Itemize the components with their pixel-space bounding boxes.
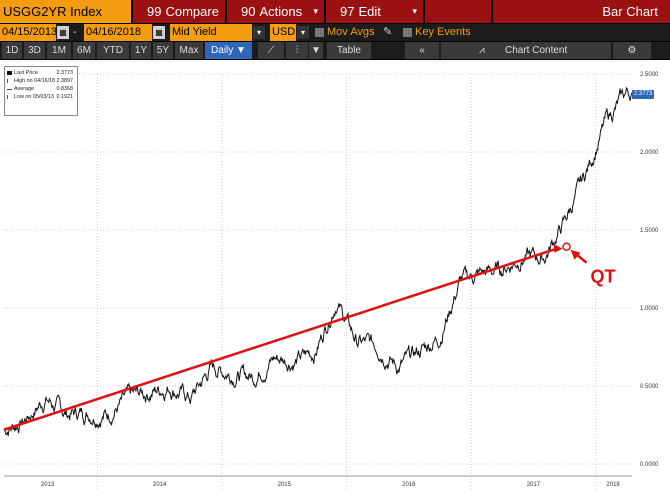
y-tick-label: 1.5000	[640, 228, 659, 234]
field-dropdown-icon[interactable]: ▾	[253, 26, 265, 39]
frequency-select[interactable]: Daily ▼	[205, 42, 252, 59]
y-axis: 2.5000 2.0000 1.5000 1.0000 0.5000 0.0000	[640, 72, 659, 468]
start-date-input[interactable]: 04/15/2013	[0, 24, 57, 41]
key-events-checkbox[interactable]	[403, 28, 412, 37]
calendar-icon[interactable]: ▦	[57, 26, 69, 39]
legend-swatch	[7, 79, 8, 83]
chart-content-button[interactable]: ⩘ Chart Content	[441, 42, 611, 59]
calendar-icon[interactable]: ▦	[153, 26, 165, 39]
x-tick-label: 2013	[41, 482, 55, 488]
key-events-label[interactable]: Key Events	[415, 26, 471, 38]
x-axis: 2013 2014 2015 2016 2017 2018	[4, 475, 632, 488]
end-date-input[interactable]: 04/16/2018	[84, 24, 152, 41]
period-6m[interactable]: 6M	[73, 42, 95, 59]
legend-row: Average 0.8368	[7, 85, 75, 93]
y-tick-label: 2.0000	[640, 150, 659, 156]
period-max[interactable]: Max	[175, 42, 203, 59]
trend-arrowhead	[553, 243, 563, 253]
edit-caret-icon: ▾	[412, 6, 417, 16]
period-1d[interactable]: 1D	[2, 42, 22, 59]
x-tick-label: 2016	[402, 482, 416, 488]
series-line	[3, 86, 633, 437]
y-tick-label: 2.5000	[640, 72, 659, 78]
legend-label: Last Price	[14, 70, 38, 76]
legend-value: 0.1921	[56, 94, 74, 100]
x-tick-label: 2017	[527, 482, 541, 488]
mov-avgs-label[interactable]: Mov Avgs	[327, 26, 375, 38]
actions-number: 90	[241, 4, 256, 19]
function-title: Bar Chart	[493, 0, 670, 23]
y-tick-label: 1.0000	[640, 306, 659, 312]
compare-button[interactable]: 99 Compare	[133, 0, 225, 23]
currency-dropdown-icon[interactable]: ▾	[297, 26, 309, 39]
compare-label: Compare	[165, 4, 219, 19]
chart-area[interactable]: 2.5000 2.0000 1.5000 1.0000 0.5000 0.0000 201…	[0, 60, 670, 496]
date-range-dash: -	[73, 26, 77, 38]
x-tick-label: 2015	[278, 482, 292, 488]
actions-caret-icon: ▾	[313, 6, 318, 16]
blank-toolbar-segment	[425, 0, 491, 23]
ticker-field[interactable]: USGG2YR Index	[0, 0, 131, 23]
collapse-icon[interactable]: «	[405, 42, 439, 59]
line-chart-icon[interactable]: ⟋	[258, 42, 284, 59]
settings-bar: 04/15/2013 ▦ - 04/16/2018 ▦ Mid Yield ▾ …	[0, 24, 670, 41]
x-tick-label: 2018	[606, 482, 620, 488]
chart-content-label: Chart Content	[505, 45, 568, 56]
legend-swatch	[7, 71, 12, 75]
legend-row: Last Price 2.3773	[7, 69, 75, 77]
chart-type-dropdown-icon[interactable]: ▼	[309, 42, 323, 59]
settings-gear-icon[interactable]: ⚙	[613, 42, 651, 59]
trend-line	[3, 247, 557, 431]
mov-avgs-checkbox[interactable]	[315, 28, 324, 37]
chart-grid	[4, 73, 632, 490]
edit-number: 97	[340, 4, 355, 19]
legend-row: High on 04/16/18 2.3897	[7, 77, 75, 85]
legend-value: 2.3897	[56, 78, 74, 84]
legend-value: 2.3773	[56, 70, 74, 76]
chart-type-icon[interactable]: ⫶	[286, 42, 308, 59]
y-tick-label: 0.5000	[640, 384, 659, 390]
legend-value: 0.8368	[56, 86, 74, 92]
chart-content-icon: ⩘	[479, 45, 485, 56]
period-5y[interactable]: 5Y	[153, 42, 173, 59]
edit-label: Edit	[358, 4, 381, 19]
period-1m[interactable]: 1M	[47, 42, 71, 59]
table-button[interactable]: Table	[327, 42, 371, 59]
legend-label: Average	[14, 86, 34, 92]
legend-label: High on 04/16/18	[14, 78, 56, 84]
legend-row: Low on 05/03/13 0.1921	[7, 93, 75, 101]
y-tick-label: 0.0000	[640, 462, 659, 468]
edit-button[interactable]: 97 Edit ▾	[326, 0, 423, 23]
yield-line-chart: 2.5000 2.0000 1.5000 1.0000 0.5000 0.0000 201…	[3, 72, 659, 490]
qt-arrowhead	[570, 249, 581, 260]
period-ytd[interactable]: YTD	[97, 42, 129, 59]
currency-select[interactable]: USD	[270, 24, 296, 41]
compare-number: 99	[147, 4, 162, 19]
period-bar: 1D 3D 1M 6M YTD 1Y 5Y Max Daily ▼ ⟋ ⫶ ▼ …	[0, 42, 670, 59]
legend: Last Price 2.3773 High on 04/16/18 2.3897 …	[4, 66, 78, 116]
legend-label: Low on 05/03/13	[14, 94, 54, 100]
period-1y[interactable]: 1Y	[131, 42, 151, 59]
last-price-badge: 2.3773	[632, 90, 655, 99]
actions-label: Actions	[259, 4, 303, 19]
qt-label: QT	[591, 267, 616, 287]
qt-marker	[562, 242, 571, 251]
command-bar: USGG2YR Index 99 Compare 90 Actions ▾ 97 Ed…	[0, 0, 670, 23]
legend-swatch	[7, 89, 12, 90]
legend-swatch	[7, 95, 8, 99]
x-tick-label: 2014	[153, 482, 167, 488]
pencil-icon[interactable]: ✎	[383, 26, 393, 38]
period-3d[interactable]: 3D	[24, 42, 45, 59]
actions-button[interactable]: 90 Actions ▾	[227, 0, 324, 23]
yield-field-select[interactable]: Mid Yield	[170, 24, 252, 41]
